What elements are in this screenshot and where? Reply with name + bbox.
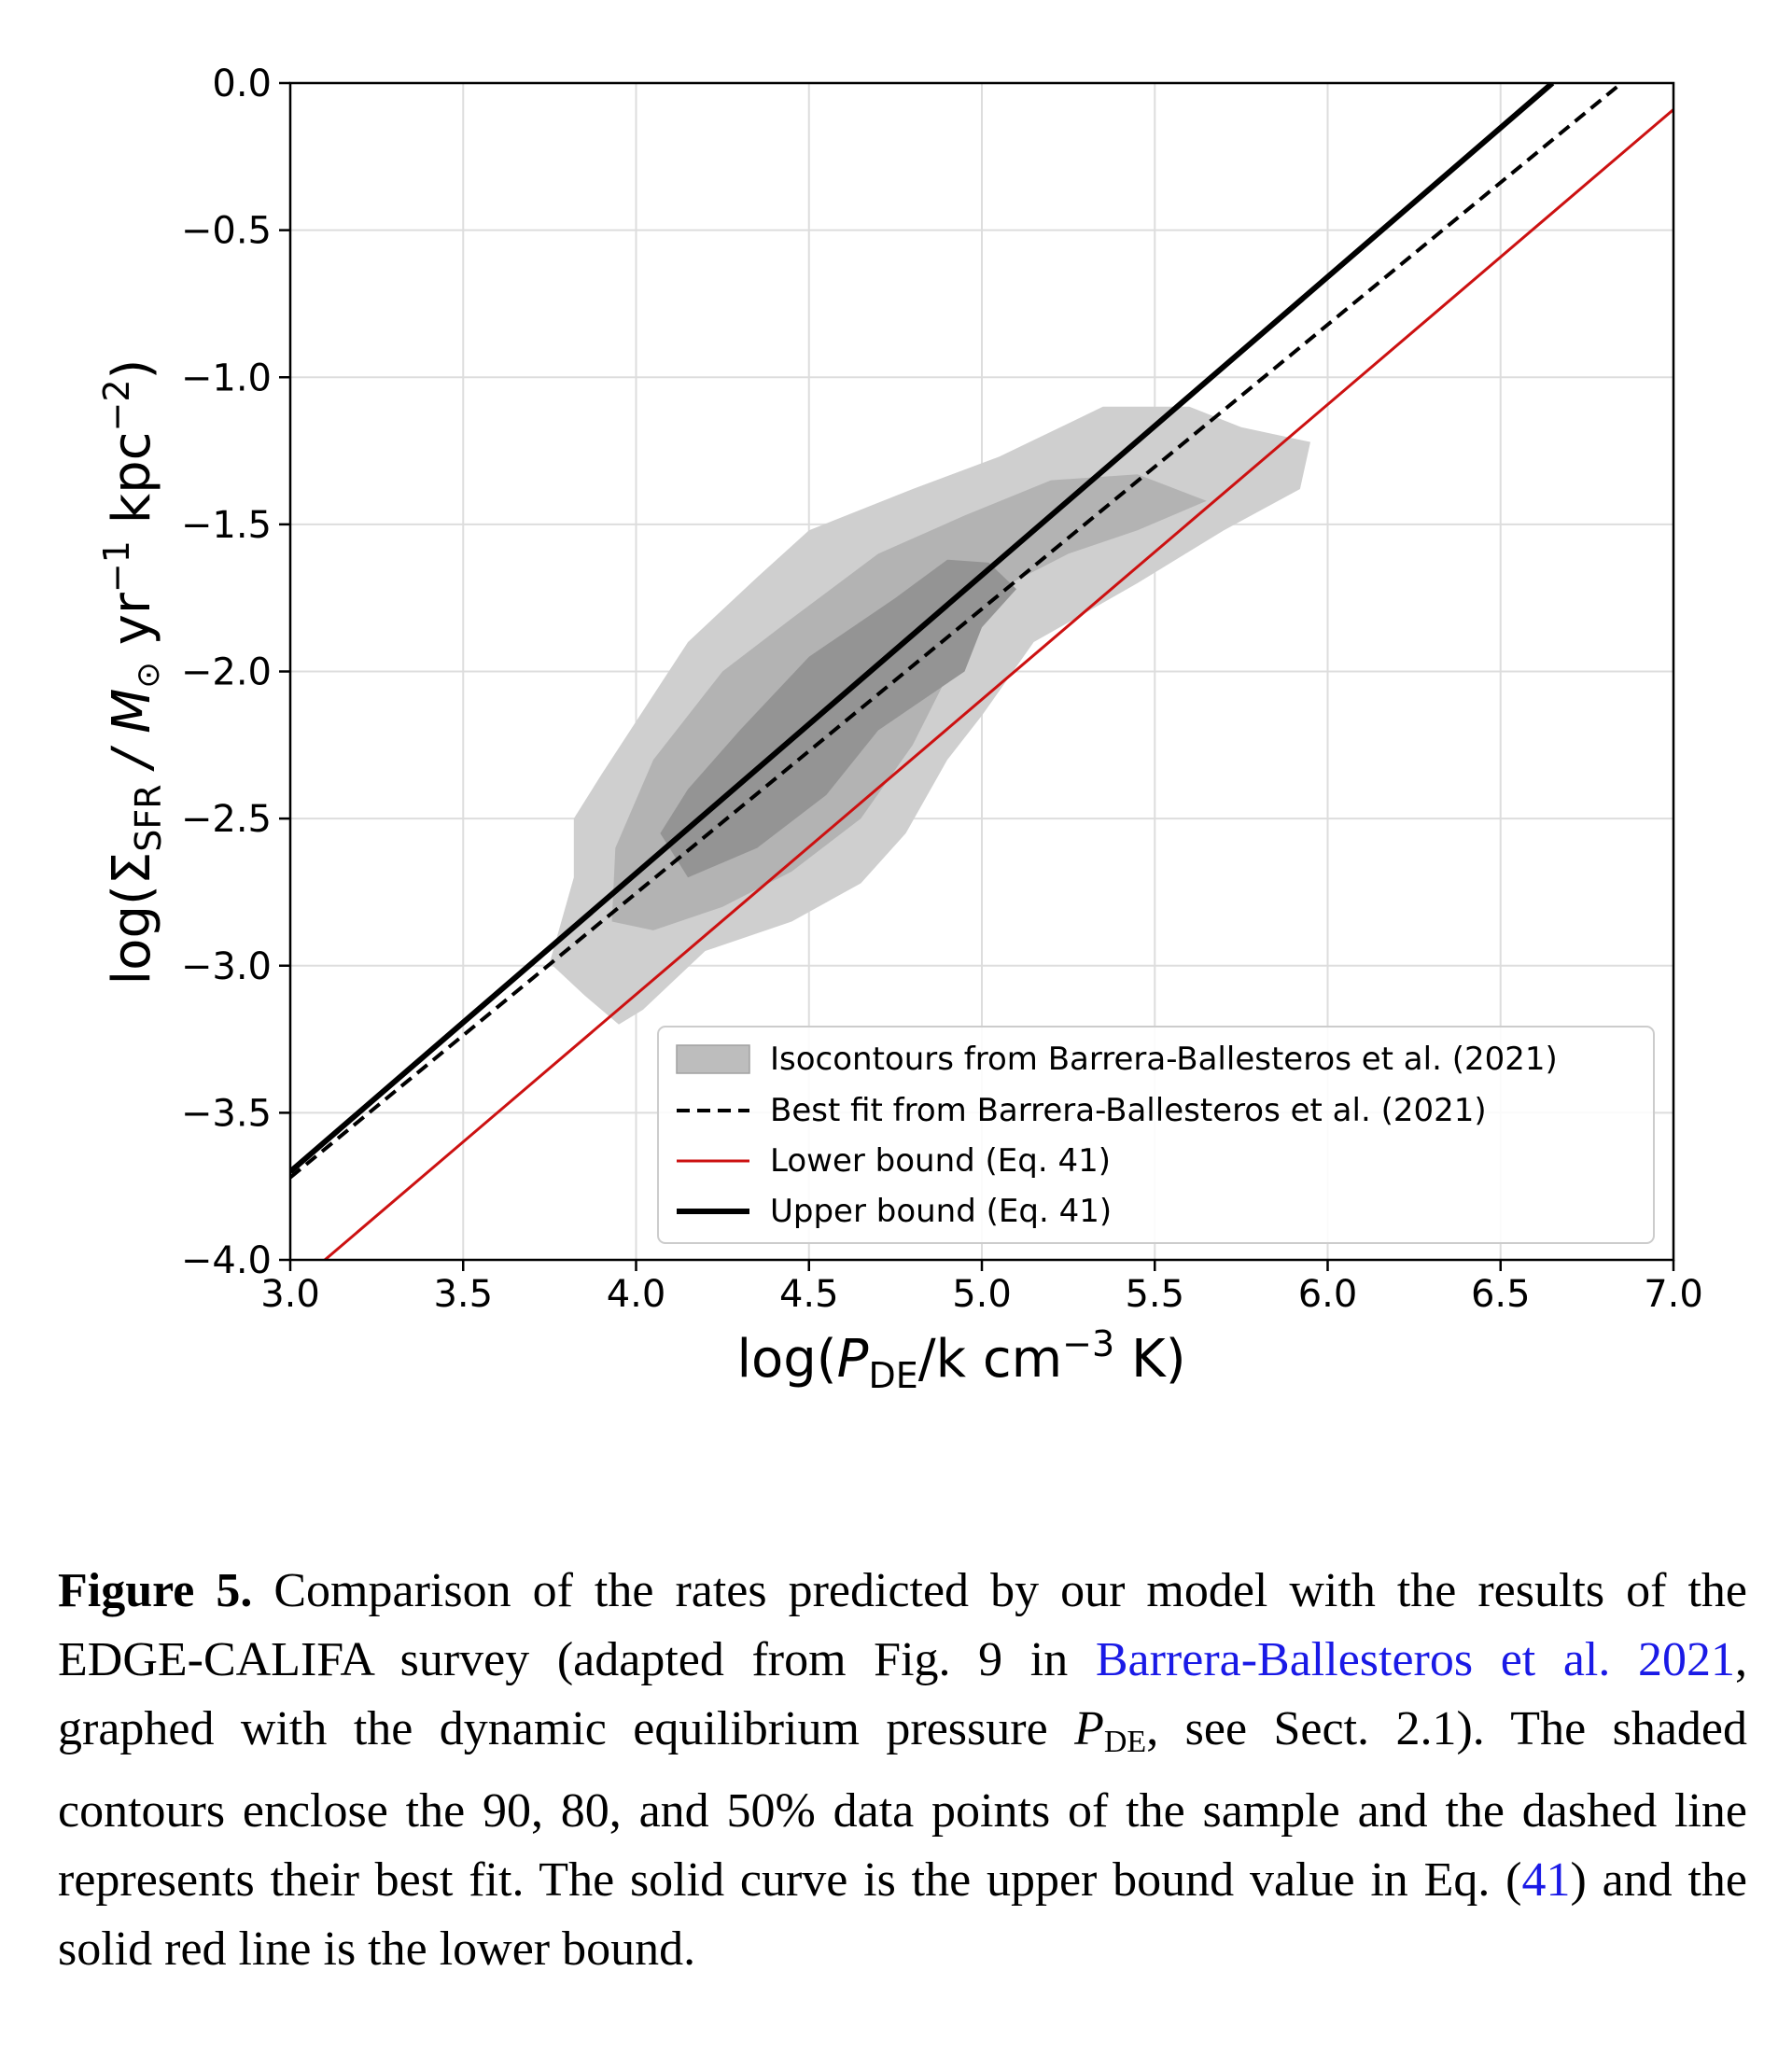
x-tick-label: 6.0 bbox=[1298, 1273, 1358, 1316]
y-tick-label: −1.0 bbox=[181, 356, 272, 399]
caption-pressure-var: P bbox=[1074, 1702, 1104, 1755]
figure: 3.0 3.5 4.0 4.5 5.0 5.5 6.0 6.5 7.0 0.0 −0.5 −1.0 −1… bbox=[96, 63, 1703, 1396]
y-axis-label-sup1: −1 bbox=[96, 540, 137, 593]
legend: Isocontours from Barrera-Ballesteros et … bbox=[657, 1026, 1655, 1244]
x-axis-label-sub: DE bbox=[868, 1355, 917, 1396]
figure-caption: Figure 5. Comparison of the rates predic… bbox=[58, 1557, 1747, 1984]
x-tick-label: 4.0 bbox=[607, 1273, 666, 1316]
caption-figure-label: Figure 5. bbox=[58, 1564, 253, 1617]
legend-swatch-contour bbox=[676, 1044, 750, 1074]
x-tick-label: 5.5 bbox=[1125, 1273, 1184, 1316]
y-tick-label: −4.0 bbox=[181, 1239, 272, 1282]
y-tick-label: −3.5 bbox=[181, 1092, 272, 1135]
legend-label-contour: Isocontours from Barrera-Ballesteros et … bbox=[770, 1041, 1558, 1078]
x-tick-label: 6.5 bbox=[1471, 1273, 1531, 1316]
y-axis-label-end: ) bbox=[102, 359, 162, 380]
caption-text-3: , see Sect. 2.1). The shaded contours en… bbox=[58, 1702, 1747, 1907]
x-tick-label: 3.0 bbox=[260, 1273, 320, 1316]
y-tick-label: −2.5 bbox=[181, 798, 272, 841]
upper-bound-line bbox=[290, 83, 1555, 1174]
legend-label-lower-bound: Lower bound (Eq. 41) bbox=[770, 1142, 1111, 1180]
y-axis-label-sup2: −2 bbox=[96, 379, 137, 431]
y-axis-label-rest3: kpc bbox=[102, 432, 162, 541]
x-tick-label: 7.0 bbox=[1644, 1273, 1703, 1316]
x-axis-label-var: P bbox=[837, 1329, 869, 1390]
y-tick-label: −0.5 bbox=[181, 210, 272, 253]
y-tick-label: −3.0 bbox=[181, 945, 272, 988]
x-tick-label: 4.5 bbox=[779, 1273, 839, 1316]
x-axis-label-rest: /k cm bbox=[918, 1329, 1062, 1390]
y-axis-label-sun: ⊙ bbox=[130, 662, 167, 689]
x-tick-label: 3.5 bbox=[433, 1273, 493, 1316]
y-axis-label-rest2: yr bbox=[102, 592, 162, 662]
y-axis-label-rest: / M bbox=[102, 689, 162, 785]
caption-pressure-sub: DE bbox=[1103, 1725, 1147, 1759]
y-axis-label-main: log(Σ bbox=[102, 852, 162, 986]
x-axis-label-sup: −3 bbox=[1062, 1323, 1114, 1364]
y-axis-label: log(ΣSFR / M⊙ yr−1 kpc−2) bbox=[96, 359, 169, 986]
legend-box bbox=[657, 1026, 1655, 1244]
caption-text-1: Comparison of the rates predicted by our… bbox=[58, 1564, 1747, 1686]
caption-equation-link[interactable]: 41 bbox=[1521, 1853, 1571, 1907]
y-tick-label: −1.5 bbox=[181, 504, 272, 547]
caption-citation-link[interactable]: Barrera-Ballesteros et al. 2021 bbox=[1095, 1633, 1735, 1686]
caption-text-2: , graphed with the dynamic equilibrium p… bbox=[58, 1633, 1747, 1755]
y-axis-label-sub: SFR bbox=[128, 784, 169, 851]
fit-lines bbox=[290, 83, 1673, 1260]
lower-bound-line bbox=[324, 108, 1673, 1260]
x-axis-label-end: K) bbox=[1114, 1329, 1185, 1390]
y-tick-label: −2.0 bbox=[181, 651, 272, 694]
caption-text-4: ) and the solid red line is the lower bo… bbox=[58, 1853, 1747, 1976]
y-tick-label: 0.0 bbox=[212, 63, 272, 105]
legend-label-best-fit: Best fit from Barrera-Ballesteros et al.… bbox=[770, 1092, 1487, 1129]
x-axis-label: log(PDE/k cm−3 K) bbox=[736, 1323, 1185, 1396]
x-tick-label: 5.0 bbox=[952, 1273, 1012, 1316]
legend-label-upper-bound: Upper bound (Eq. 41) bbox=[770, 1193, 1112, 1230]
x-axis-label-main: log( bbox=[736, 1329, 836, 1390]
axis-ticks: 3.0 3.5 4.0 4.5 5.0 5.5 6.0 6.5 7.0 0.0 −0.5 −1.0 −1… bbox=[181, 63, 1703, 1316]
